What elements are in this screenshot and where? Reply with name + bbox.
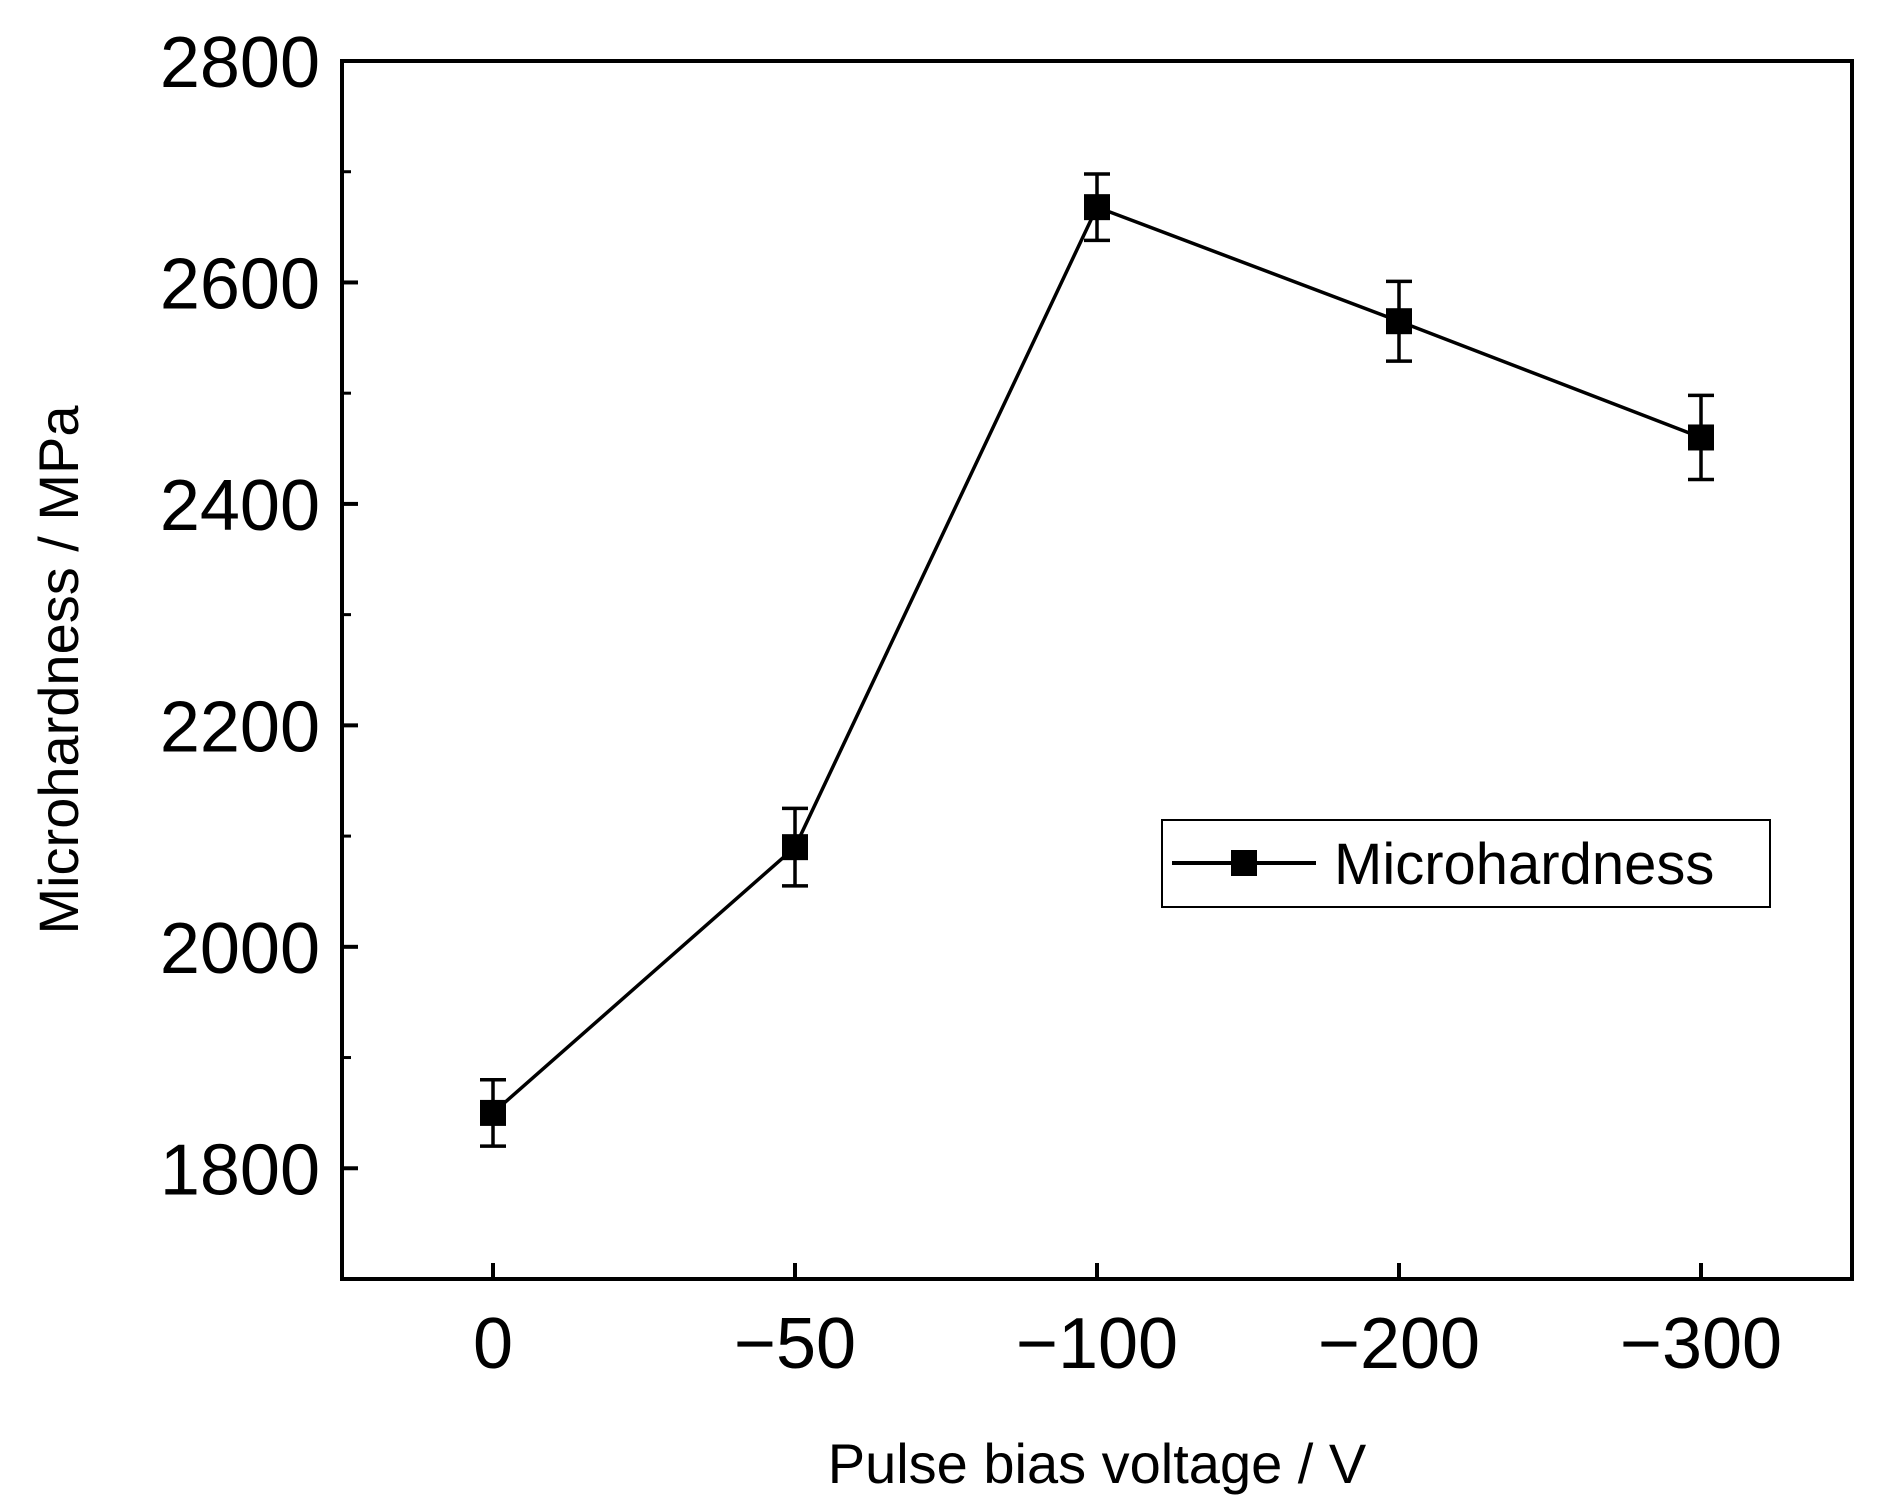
- data-point-marker: [1386, 308, 1412, 335]
- legend: Microhardness: [1161, 819, 1771, 908]
- y-tick-label: 2800: [160, 23, 320, 103]
- x-axis-title: Pulse bias voltage / V: [828, 1432, 1367, 1495]
- x-tick-label: −100: [1016, 1304, 1178, 1384]
- series-microhardness: [480, 194, 1714, 1126]
- plot-frame: [340, 59, 1854, 1281]
- error-bars: [480, 172, 1714, 1148]
- y-tick-label: 2200: [160, 687, 320, 767]
- data-point-marker: [480, 1099, 506, 1126]
- x-tick-label: −300: [1620, 1304, 1782, 1384]
- legend-label: Microhardness: [1334, 832, 1714, 897]
- x-tick-label: −50: [734, 1304, 856, 1384]
- y-axis-ticks: 1800 2000 2200 2400 2600 2800: [160, 23, 358, 1210]
- y-tick-label: 1800: [160, 1130, 320, 1210]
- y-tick-label: 2400: [160, 466, 320, 546]
- y-tick-label: 2600: [160, 244, 320, 324]
- legend-marker-sample: [1231, 850, 1257, 876]
- data-point-marker: [1084, 194, 1110, 221]
- series-line: [491, 204, 1702, 1115]
- data-point-marker: [782, 834, 808, 861]
- x-tick-label: 0: [473, 1304, 513, 1384]
- y-axis-title: Microhardness / MPa: [27, 405, 90, 935]
- y-tick-label: 2000: [160, 909, 320, 989]
- x-tick-label: −200: [1318, 1304, 1480, 1384]
- data-point-marker: [1688, 424, 1714, 451]
- x-axis-ticks: 0 −50 −100 −200 −300: [473, 1263, 1782, 1384]
